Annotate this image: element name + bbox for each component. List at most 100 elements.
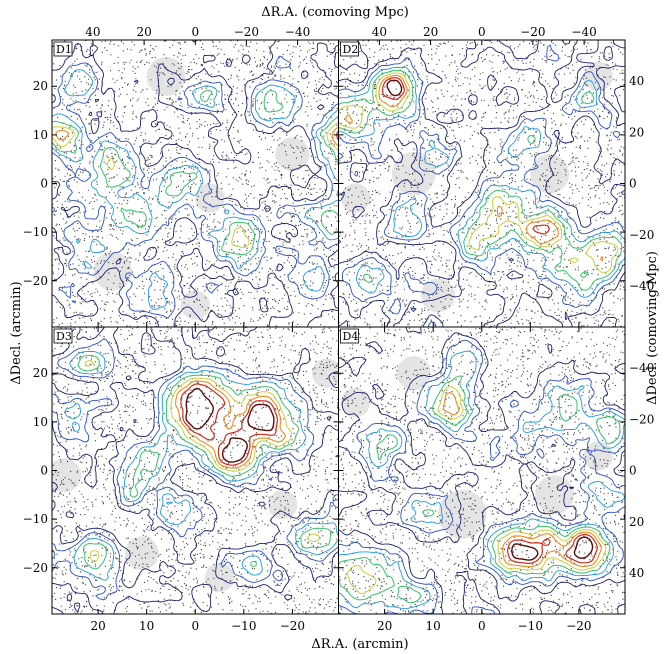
right-tick-label: 20 [629,125,644,139]
top-tick-label: 0 [191,25,199,39]
masked-region [340,183,371,213]
left-tick-label: 10 [33,128,48,142]
contour-level-4 [338,69,623,291]
masked-region [583,441,613,471]
contour-level-1 [52,327,339,614]
right-tick-label: 20 [629,515,644,529]
bottom-tick-label: 20 [377,619,392,633]
masked-region [396,356,431,391]
right-tick-label: 40 [629,74,644,88]
top-tick-label: 20 [423,25,438,39]
masked-region [93,251,133,291]
bottom-tick-label: 10 [139,619,154,633]
right-tick-label: −20 [629,228,654,242]
source-points [338,327,625,614]
left-tick-label: −10 [23,512,48,526]
left-tick-label: 20 [33,79,48,93]
contour-level-5 [338,72,619,274]
contour-level-3 [52,69,339,310]
top-tick-label: 0 [478,25,486,39]
contour-level-1 [338,40,625,327]
panel-tag-box [340,41,359,57]
contour-level-8 [511,536,594,561]
masked-region [180,290,210,320]
contour-level-6 [345,74,604,262]
contour-level-6 [175,380,287,469]
masked-region [52,458,82,493]
left-tick-label: 0 [40,177,48,191]
bottom-tick-label: 10 [426,619,441,633]
bottom-tick-label: 0 [191,619,199,633]
source-points [52,40,339,327]
right-tick-label: −40 [629,361,654,375]
masked-region [535,475,574,515]
contour-level-7 [180,383,278,466]
panel-d1 [52,40,339,327]
bottom-tick-label: −20 [566,619,591,633]
contour-level-1 [338,327,625,614]
masked-region [421,278,455,313]
panel-frame-d4 [338,326,626,615]
masked-region [275,137,310,172]
masked-region [438,490,487,539]
contour-level-3 [338,66,625,298]
masked-region [311,358,339,388]
right-axis-label: ΔDecl. (comoving Mpc) [645,251,660,405]
source-points [52,327,339,614]
masked-region [391,151,436,196]
right-tick-label: −40 [629,279,654,293]
axes-layer: D1 D2 D3 D4 40 20 0 −20 −40 20 10 0 −10 −20 40 20 0 −20 −4… [23,25,655,633]
contour-level-5 [347,386,607,595]
panel-tag-box [53,41,73,57]
panel-ticks [338,40,625,327]
contour-level-7 [507,533,598,564]
panel-tag-d2: D2 [343,43,359,56]
right-tick-label: −20 [629,412,654,426]
right-tick-label: 0 [629,464,637,478]
bottom-axis-label: ΔR.A. (arcmin) [311,637,408,652]
masked-region [124,536,159,571]
left-tick-label: −20 [23,561,48,575]
contour-level-4 [77,354,332,570]
bottom-tick-label: −10 [231,619,256,633]
contour-level-4 [52,89,339,284]
top-tick-label: 40 [85,25,100,39]
contour-level-2 [338,339,625,614]
contour-level-6 [442,392,602,568]
bottom-tick-label: 20 [90,619,105,633]
masked-region [340,387,371,417]
panel-tag-box [340,328,359,344]
right-tick-label: 40 [629,566,644,580]
contour-level-3 [64,350,339,581]
bottom-tick-label: 0 [478,619,486,633]
bottom-tick-label: −20 [280,619,305,633]
contour-level-8 [185,387,275,463]
left-tick-label: −20 [23,274,48,288]
panel-d3 [52,327,339,614]
contour-level-2 [52,55,339,319]
panel-tag-box [53,328,73,344]
panel-tag-d1: D1 [56,43,72,56]
panel-d2 [338,40,625,327]
masked-region [268,490,298,520]
masked-region [204,562,235,593]
panel-ticks [52,40,339,327]
top-tick-label: −40 [571,25,596,39]
contour-level-4 [338,375,621,604]
left-tick-label: 0 [40,464,48,478]
contour-level-5 [52,121,339,249]
right-tick-label: 0 [629,177,637,191]
top-tick-label: −20 [520,25,545,39]
top-tick-label: 20 [136,25,151,39]
panel-d4 [338,327,625,614]
panels-layer [52,40,625,614]
contour-level-3 [338,350,625,610]
contour-level-8 [386,79,403,97]
contour-level-7 [382,77,550,235]
top-axis-label: ΔR.A. (comoving Mpc) [261,5,409,20]
panel-ticks [52,327,339,614]
left-axis-label: ΔDecl. (arcmin) [9,281,24,384]
top-tick-label: −40 [285,25,310,39]
contour-level-5 [84,360,320,563]
